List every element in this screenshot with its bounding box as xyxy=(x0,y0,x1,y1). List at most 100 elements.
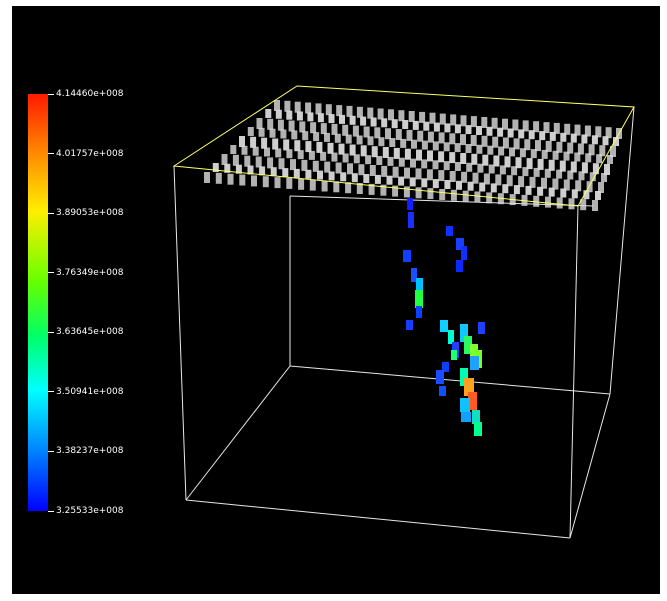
surface-voxel xyxy=(299,121,306,133)
surface-voxel xyxy=(324,132,330,142)
surface-voxel xyxy=(450,114,457,126)
surface-voxel xyxy=(339,114,345,124)
volume-scene[interactable] xyxy=(12,6,660,594)
anomaly-voxel xyxy=(460,324,468,342)
surface-voxel xyxy=(265,109,272,118)
surface-voxel xyxy=(462,190,469,202)
surface-voxel xyxy=(444,180,451,189)
anomaly-voxel xyxy=(456,238,464,250)
surface-voxel xyxy=(293,168,300,178)
surface-voxel xyxy=(352,125,359,137)
surface-voxel xyxy=(392,166,399,178)
surface-voxel xyxy=(449,152,456,164)
tick-label: 3.63645e+008 xyxy=(56,327,124,338)
surface-voxel xyxy=(574,124,581,136)
surface-voxel xyxy=(482,154,489,166)
surface-voxel xyxy=(235,164,242,174)
surface-voxel xyxy=(251,175,257,187)
surface-voxel xyxy=(421,178,428,188)
surface-voxel xyxy=(360,116,367,126)
surface-voxel xyxy=(367,107,374,119)
surface-voxel xyxy=(305,102,312,114)
surface-voxel xyxy=(395,129,402,140)
surface-voxel xyxy=(250,136,257,148)
surface-voxel xyxy=(296,111,303,121)
surface-voxel xyxy=(427,131,434,143)
surface-voxel xyxy=(321,180,328,192)
surface-voxel xyxy=(356,183,363,194)
color-scale-tick: 4.01757e+008 xyxy=(48,148,123,160)
surface-voxel xyxy=(353,154,360,164)
surface-voxel xyxy=(574,152,581,162)
surface-voxel xyxy=(374,174,381,184)
surface-voxel xyxy=(367,136,374,146)
surface-voxel xyxy=(588,144,595,156)
surface-voxel xyxy=(215,172,222,184)
bounding-box-front-edges xyxy=(173,106,635,539)
surface-voxel xyxy=(433,122,440,132)
anomaly-voxel xyxy=(448,330,454,344)
anomaly-voxel xyxy=(436,370,444,384)
surface-voxel xyxy=(581,162,588,174)
surface-voxel xyxy=(416,149,422,161)
surface-voxel xyxy=(204,172,210,183)
surface-voxel xyxy=(438,132,445,144)
surface-voxel xyxy=(380,184,387,196)
surface-voxel xyxy=(535,140,541,152)
surface-voxel xyxy=(470,135,477,146)
tick-mark xyxy=(48,272,54,274)
surface-voxel xyxy=(232,154,239,166)
surface-voxel xyxy=(578,171,585,181)
surface-voxel xyxy=(392,185,399,197)
surface-voxel xyxy=(512,119,519,131)
surface-voxel xyxy=(439,189,446,200)
surface-voxel xyxy=(449,133,456,145)
surface-voxel xyxy=(460,153,467,164)
anomaly-voxel-cluster xyxy=(403,198,485,436)
surface-voxel xyxy=(502,137,509,149)
surface-voxel xyxy=(460,134,466,146)
surface-voxel xyxy=(492,136,499,148)
surface-voxel xyxy=(495,174,502,186)
surface-voxel xyxy=(274,100,280,111)
surface-voxel xyxy=(421,140,428,150)
surface-voxel xyxy=(312,160,319,172)
surface-voxel xyxy=(284,100,291,112)
surface-voxel xyxy=(513,185,520,195)
surface-voxel xyxy=(335,162,342,174)
surface-voxel xyxy=(497,127,504,137)
surface-voxel xyxy=(460,115,467,127)
surface-voxel xyxy=(269,128,276,138)
surface-voxel xyxy=(408,111,415,122)
surface-voxel xyxy=(402,120,409,129)
surface-voxel xyxy=(450,189,457,201)
anomaly-voxel xyxy=(464,378,474,396)
surface-voxel xyxy=(331,152,338,162)
surface-voxel xyxy=(439,113,446,125)
anomaly-voxel xyxy=(416,306,422,318)
surface-voxel xyxy=(549,131,556,141)
surface-voxel xyxy=(472,172,479,184)
surface-voxel xyxy=(307,112,314,122)
surface-voxel xyxy=(577,143,584,155)
anomaly-voxel xyxy=(468,392,477,410)
surface-voxel xyxy=(498,146,505,156)
surface-voxel xyxy=(244,155,251,167)
3d-viewport[interactable]: 4.14460e+008 4.01757e+008 3.89053e+008 3.76… xyxy=(12,6,660,594)
anomaly-voxel xyxy=(474,422,482,436)
surface-voxel xyxy=(252,146,259,156)
surface-voxel xyxy=(456,180,462,190)
surface-voxel xyxy=(277,119,284,131)
surface-voxel xyxy=(327,142,334,154)
surface-voxel xyxy=(543,122,550,134)
tick-mark xyxy=(48,450,54,452)
surface-voxel xyxy=(342,153,349,163)
surface-voxel xyxy=(256,118,263,129)
surface-voxel xyxy=(358,164,365,176)
surface-voxel xyxy=(605,127,612,139)
surface-voxel xyxy=(438,151,445,163)
anomaly-voxel xyxy=(460,398,470,412)
surface-voxel xyxy=(212,163,219,172)
anomaly-voxel xyxy=(464,336,472,354)
surface-voxel xyxy=(309,179,316,191)
